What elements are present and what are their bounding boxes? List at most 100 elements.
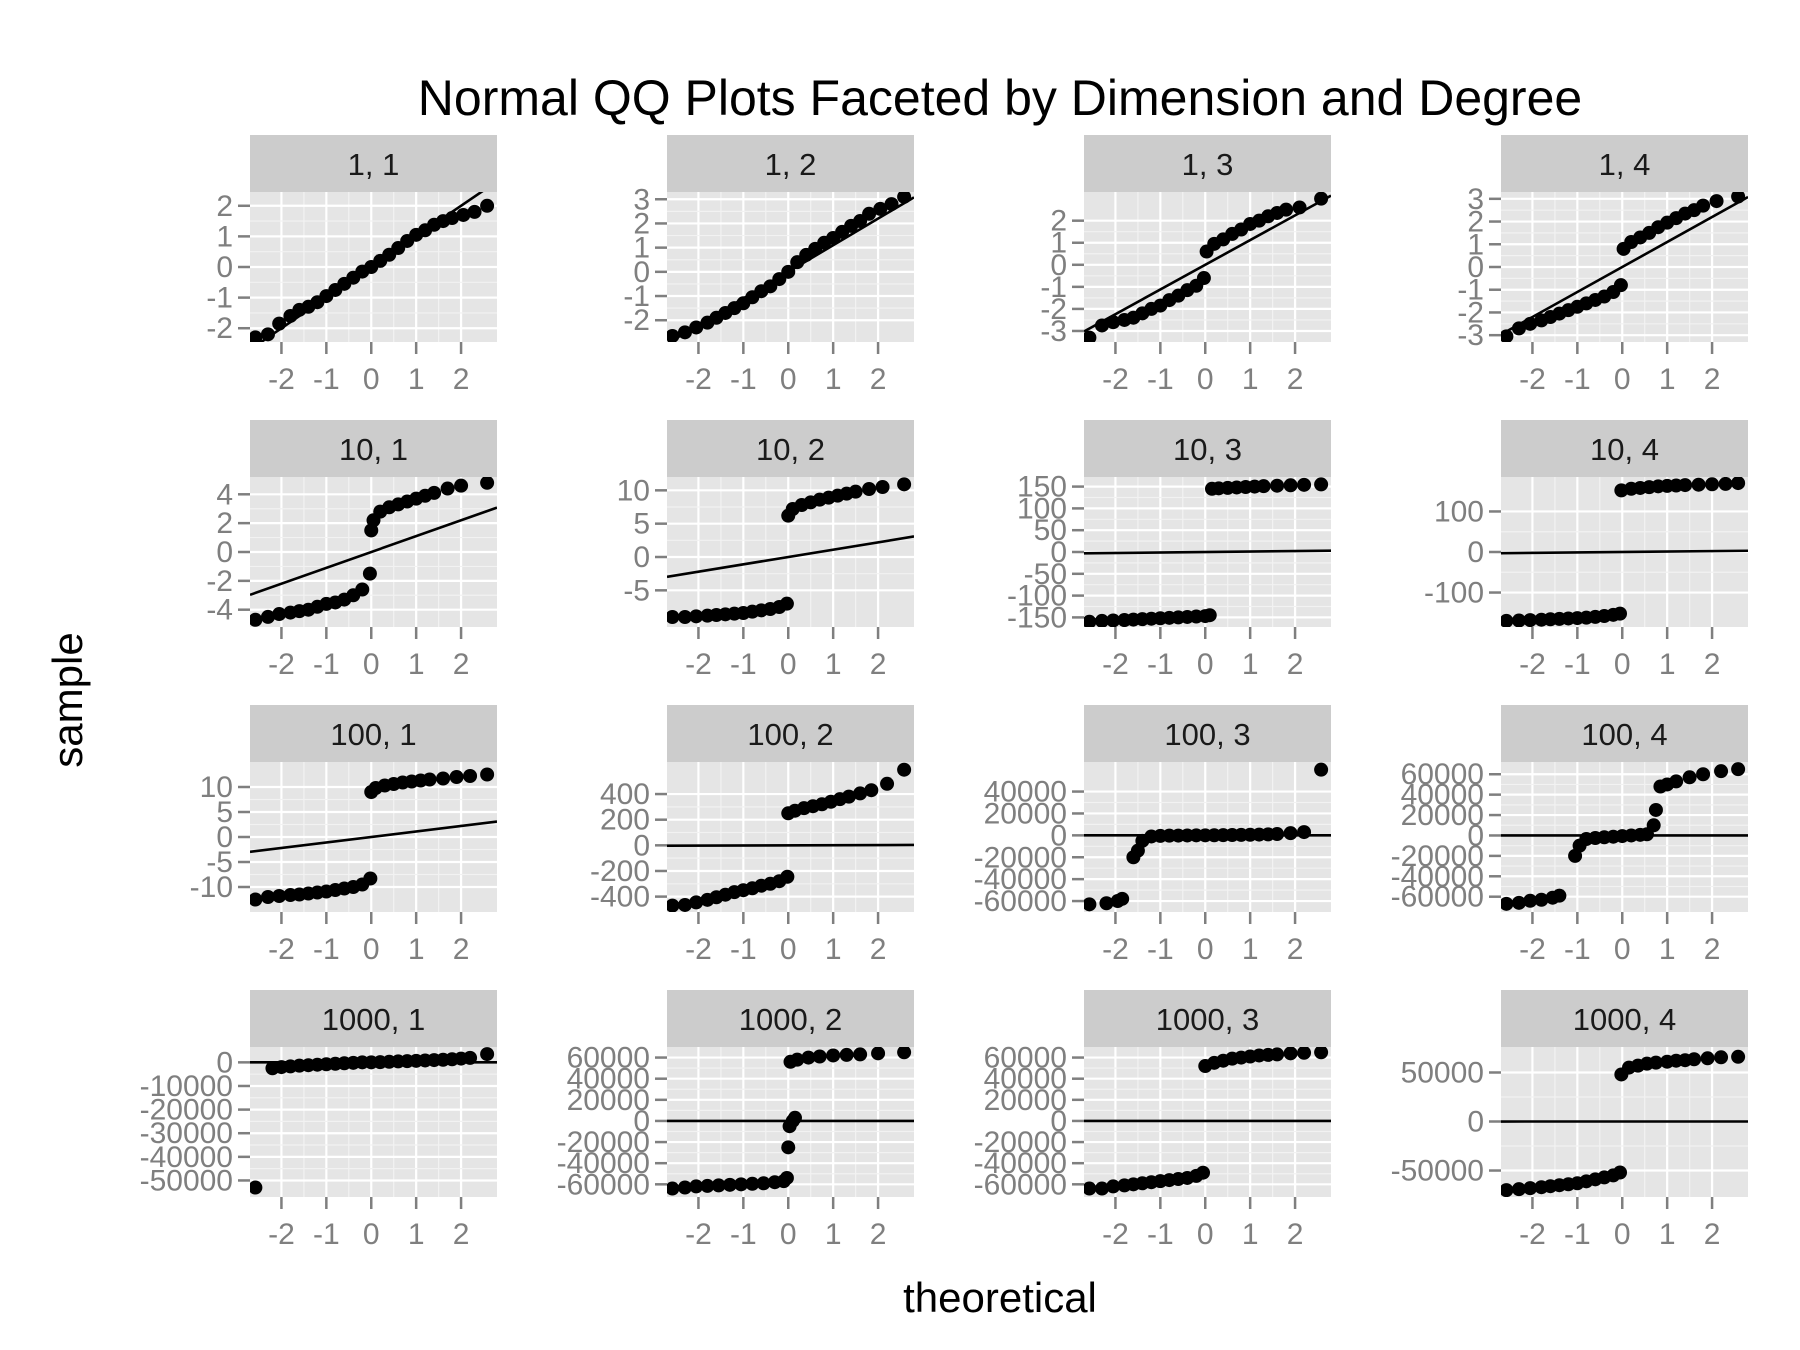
x-tick-label: 2 bbox=[453, 1218, 470, 1251]
x-tick-label: 1 bbox=[1242, 648, 1259, 681]
qq-point bbox=[1084, 614, 1097, 627]
qq-point bbox=[1099, 896, 1114, 911]
y-tick-label: 3 bbox=[1467, 183, 1484, 216]
qq-point bbox=[480, 477, 495, 490]
y-tick-label: 20000 bbox=[1401, 799, 1484, 832]
y-tick-label: 60000 bbox=[1401, 758, 1484, 791]
facet-panel: 1000, 2-2 -1 0 1 26000040000200000-20000-400… bbox=[557, 990, 914, 1251]
x-tick-label: 0 bbox=[1614, 1218, 1631, 1251]
qq-point bbox=[873, 201, 888, 216]
y-tick-label: 0 bbox=[633, 1105, 650, 1138]
qq-point bbox=[1094, 613, 1109, 627]
y-tick-label: -1 bbox=[1457, 274, 1484, 307]
x-tick-label: 2 bbox=[453, 933, 470, 966]
facet-strip-label: 100, 2 bbox=[747, 717, 833, 752]
qq-point bbox=[1691, 477, 1706, 492]
x-tick-label: -2 bbox=[1519, 1218, 1546, 1251]
facet-strip bbox=[1501, 135, 1748, 192]
qq-point bbox=[839, 1047, 854, 1062]
qq-point bbox=[362, 566, 377, 581]
x-tick-label: 0 bbox=[1614, 933, 1631, 966]
panel-contents bbox=[1084, 1047, 1331, 1197]
facet-strip bbox=[667, 420, 914, 477]
x-tick-label: -1 bbox=[730, 1218, 757, 1251]
facet-strip bbox=[1084, 135, 1331, 192]
qq-point bbox=[864, 783, 879, 798]
x-tick-label: -1 bbox=[313, 1218, 340, 1251]
facet-strip bbox=[1501, 990, 1748, 1047]
x-tick-label: 2 bbox=[1704, 363, 1721, 396]
y-tick-label: 10 bbox=[617, 474, 650, 507]
panel-contents bbox=[250, 1047, 497, 1197]
qq-point bbox=[848, 484, 863, 499]
panel-contents bbox=[1501, 477, 1748, 627]
y-tick-label: 5 bbox=[216, 796, 233, 829]
qq-reference-line bbox=[250, 506, 497, 597]
y-tick-label: -50000 bbox=[1391, 1155, 1484, 1188]
x-tick-label: 2 bbox=[1704, 933, 1721, 966]
x-tick-label: -1 bbox=[1147, 933, 1174, 966]
qq-reference-line bbox=[1501, 195, 1748, 336]
qq-point bbox=[884, 197, 899, 212]
qq-point bbox=[1283, 478, 1298, 493]
qq-point bbox=[1613, 1165, 1628, 1180]
qq-point bbox=[862, 482, 877, 496]
qq-point bbox=[1696, 767, 1711, 782]
y-tick-label: -40000 bbox=[1391, 860, 1484, 893]
qq-reference-line bbox=[667, 535, 914, 579]
qq-point bbox=[779, 1170, 794, 1185]
x-tick-label: 1 bbox=[408, 1218, 425, 1251]
panel-contents bbox=[1084, 192, 1331, 342]
qq-point bbox=[677, 897, 692, 912]
qq-point bbox=[1523, 316, 1538, 331]
panel-contents bbox=[667, 477, 914, 627]
facet-strip-label: 1000, 1 bbox=[322, 1002, 425, 1037]
qq-point bbox=[272, 889, 287, 903]
qq-point bbox=[1084, 330, 1097, 342]
qq-point bbox=[667, 898, 680, 912]
y-tick-label: -5 bbox=[206, 846, 233, 879]
y-tick-label: -150 bbox=[1007, 601, 1067, 634]
qq-point bbox=[667, 328, 680, 342]
qq-point bbox=[862, 206, 877, 221]
y-tick-label: -40000 bbox=[974, 1147, 1067, 1180]
x-tick-label: -2 bbox=[685, 363, 712, 396]
y-tick-label: -1 bbox=[206, 282, 233, 315]
x-tick-label: 0 bbox=[363, 363, 380, 396]
x-tick-label: -1 bbox=[313, 648, 340, 681]
x-tick-label: -2 bbox=[685, 933, 712, 966]
x-tick-label: -2 bbox=[685, 1218, 712, 1251]
y-tick-label: -20000 bbox=[140, 1094, 233, 1127]
y-tick-label: 40000 bbox=[567, 1063, 650, 1096]
y-tick-label: 0 bbox=[1050, 249, 1067, 282]
x-tick-label: 1 bbox=[1659, 933, 1676, 966]
x-tick-label: 0 bbox=[1197, 933, 1214, 966]
x-tick-label: -1 bbox=[313, 363, 340, 396]
y-tick-label: 60000 bbox=[567, 1042, 650, 1075]
qq-point bbox=[711, 1178, 726, 1193]
qq-point bbox=[1297, 477, 1312, 492]
x-tick-label: 1 bbox=[825, 363, 842, 396]
qq-point bbox=[875, 480, 890, 494]
x-tick-label: -2 bbox=[268, 363, 295, 396]
y-tick-label: -60000 bbox=[974, 1168, 1067, 1201]
x-tick-label: 1 bbox=[825, 648, 842, 681]
x-tick-label: -1 bbox=[1564, 648, 1591, 681]
x-tick-label: -2 bbox=[1102, 1218, 1129, 1251]
y-tick-label: 10 bbox=[200, 771, 233, 804]
y-tick-label: -5 bbox=[623, 574, 650, 607]
qq-point bbox=[1646, 818, 1661, 833]
x-tick-label: -1 bbox=[1564, 933, 1591, 966]
qq-point bbox=[689, 1179, 704, 1194]
y-tick-label: 3 bbox=[633, 183, 650, 216]
qq-point bbox=[1678, 478, 1693, 493]
qq-point bbox=[677, 1180, 692, 1195]
qq-point bbox=[1106, 613, 1121, 627]
x-tick-label: 2 bbox=[453, 363, 470, 396]
y-tick-label: 0 bbox=[633, 541, 650, 574]
y-tick-label: 0 bbox=[216, 1046, 233, 1079]
y-tick-label: 0 bbox=[633, 829, 650, 862]
y-tick-label: -4 bbox=[206, 594, 233, 627]
x-tick-label: 2 bbox=[870, 933, 887, 966]
x-tick-label: 2 bbox=[1287, 363, 1304, 396]
